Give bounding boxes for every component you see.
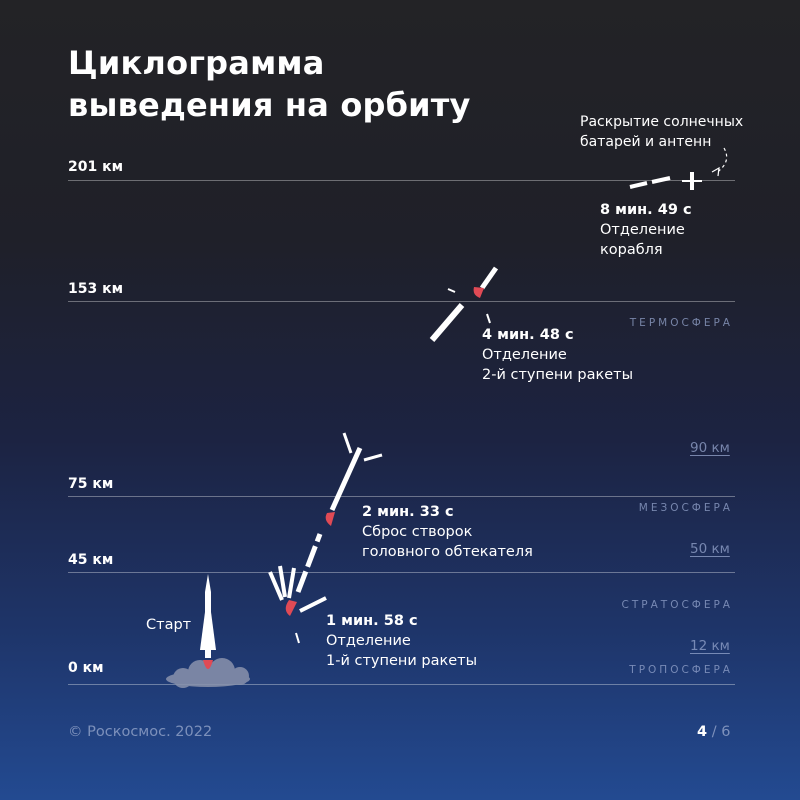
rocket-on-pad-icon (200, 574, 216, 669)
altitude-line-201 (68, 180, 735, 181)
event-fairing-time: 2 мин. 33 с (362, 504, 454, 520)
title-line-2: выведения на орбиту (68, 86, 471, 124)
event-ship-time: 8 мин. 49 с (600, 202, 692, 218)
launch-cloud (166, 658, 250, 688)
stage1-separation-icon (268, 533, 327, 644)
altitude-line-153 (68, 301, 735, 302)
page-title: Циклограмма выведения на орбиту (68, 42, 471, 126)
layer-mesosphere: МЕЗОСФЕРА (638, 502, 733, 514)
event-stage1-line2: 1-й ступени ракеты (326, 653, 478, 669)
event-stage2: 4 мин. 48 с Отделение 2-й ступени ракеты (482, 325, 633, 385)
event-fairing-line2: головного обтекателя (362, 544, 533, 560)
event-stage1-line1: Отделение (326, 633, 411, 649)
altitude-label-45: 45 км (68, 552, 114, 568)
boundary-90km: 90 км (690, 440, 730, 456)
boundary-12km: 12 км (690, 638, 730, 654)
event-panels-note: Раскрытие солнечных батарей и антенн (580, 112, 743, 152)
layer-stratosphere: СТРАТОСФЕРА (621, 599, 733, 611)
panels-arrow-head (711, 166, 720, 177)
altitude-line-75 (68, 496, 735, 497)
fairing-separation-icon (325, 432, 383, 526)
ship-separation-icon (629, 172, 702, 190)
altitude-label-201: 201 км (68, 159, 124, 175)
title-line-1: Циклограмма (68, 44, 325, 82)
event-stage1-time: 1 мин. 58 с (326, 613, 418, 629)
event-stage2-time: 4 мин. 48 с (482, 327, 574, 343)
altitude-line-45 (68, 572, 735, 573)
page-total: 6 (721, 724, 731, 740)
stage2-separation-icon (429, 266, 499, 342)
event-ship-line2: корабля (600, 242, 663, 258)
event-ship: 8 мин. 49 с Отделение корабля (600, 200, 692, 260)
copyright-text: © Роскосмос. 2022 (68, 724, 213, 740)
event-fairing: 2 мин. 33 с Сброс створок головного обте… (362, 502, 533, 562)
start-label: Старт (146, 617, 192, 633)
event-stage2-line1: Отделение (482, 347, 567, 363)
event-stage2-line2: 2-й ступени ракеты (482, 367, 634, 383)
page-separator: / (711, 724, 717, 740)
page-indicator: 4 / 6 (697, 724, 730, 740)
boundary-50km: 50 км (690, 541, 730, 557)
altitude-line-0 (68, 684, 735, 685)
layer-troposphere: ТРОПОСФЕРА (629, 664, 733, 676)
altitude-label-75: 75 км (68, 476, 114, 492)
event-fairing-line1: Сброс створок (362, 524, 473, 540)
event-stage1: 1 мин. 58 с Отделение 1-й ступени ракеты (326, 611, 477, 671)
page-current: 4 (697, 724, 708, 740)
event-ship-line1: Отделение (600, 222, 685, 238)
event-panels-line2: батарей и антенн (580, 134, 712, 150)
altitude-label-153: 153 км (68, 281, 124, 297)
altitude-label-0: 0 км (68, 660, 104, 676)
event-panels-line1: Раскрытие солнечных (580, 114, 744, 130)
layer-thermosphere: ТЕРМОСФЕРА (629, 317, 733, 329)
